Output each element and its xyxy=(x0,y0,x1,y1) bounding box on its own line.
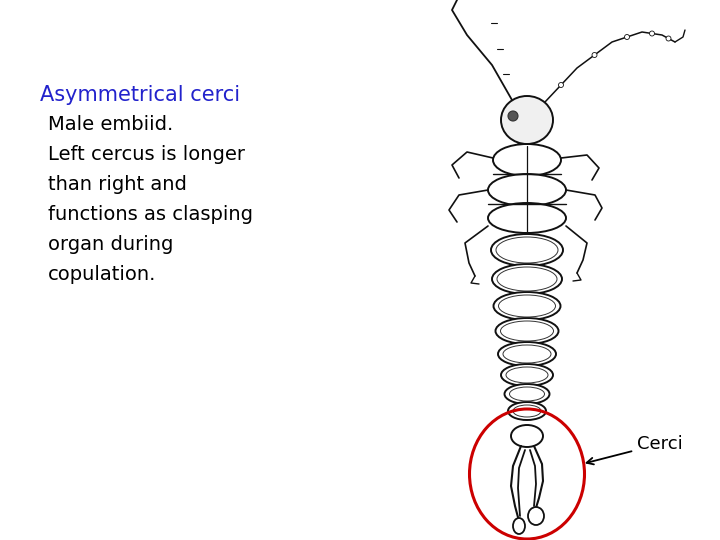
Ellipse shape xyxy=(505,384,549,404)
Ellipse shape xyxy=(493,292,560,320)
Ellipse shape xyxy=(508,111,518,121)
Ellipse shape xyxy=(501,96,553,144)
Text: Male embiid.: Male embiid. xyxy=(48,115,174,134)
Ellipse shape xyxy=(495,318,559,344)
Ellipse shape xyxy=(488,174,566,206)
Ellipse shape xyxy=(513,518,525,534)
Text: Asymmetrical cerci: Asymmetrical cerci xyxy=(40,85,240,105)
Ellipse shape xyxy=(666,36,671,41)
Ellipse shape xyxy=(488,203,566,233)
Text: copulation.: copulation. xyxy=(48,265,156,284)
Text: functions as clasping: functions as clasping xyxy=(48,205,253,224)
Ellipse shape xyxy=(493,144,561,176)
Ellipse shape xyxy=(592,52,597,57)
Ellipse shape xyxy=(501,364,553,386)
Ellipse shape xyxy=(511,425,543,447)
Ellipse shape xyxy=(528,507,544,525)
Ellipse shape xyxy=(649,31,654,36)
Ellipse shape xyxy=(508,402,546,420)
Text: Left cercus is longer: Left cercus is longer xyxy=(48,145,245,164)
Text: Cerci: Cerci xyxy=(587,435,683,464)
Ellipse shape xyxy=(491,234,563,266)
Ellipse shape xyxy=(492,264,562,294)
Ellipse shape xyxy=(624,35,629,39)
Ellipse shape xyxy=(498,342,556,366)
Text: than right and: than right and xyxy=(48,175,187,194)
Ellipse shape xyxy=(559,83,564,87)
Text: organ during: organ during xyxy=(48,235,174,254)
